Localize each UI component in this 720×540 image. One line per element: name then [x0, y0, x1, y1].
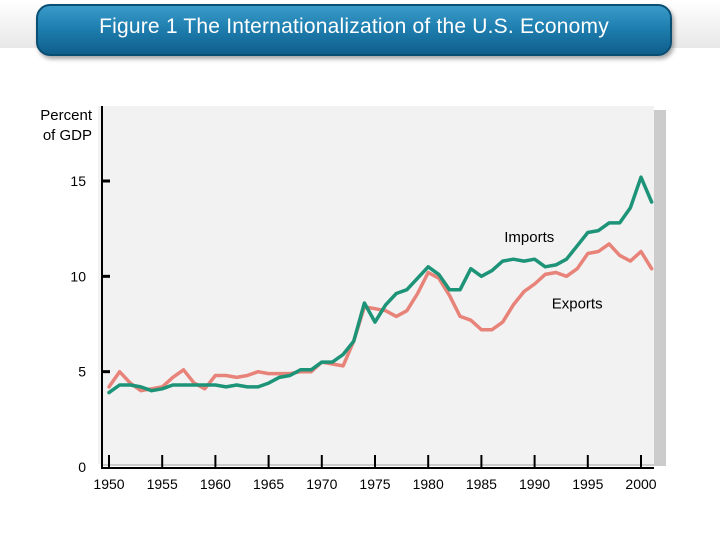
title-banner: Figure 1 The Internationalization of the… — [36, 4, 672, 56]
copyright-notice: Copyright © 2004 South-Western — [576, 519, 686, 526]
x-tick-label: 1980 — [413, 476, 444, 492]
y-tick-label: 5 — [78, 364, 86, 380]
x-tick-label: 1985 — [466, 476, 497, 492]
series-line-exports — [107, 242, 654, 393]
plot-area — [98, 106, 654, 464]
x-tick-label: 1995 — [572, 476, 603, 492]
x-tick-label: 1950 — [93, 476, 124, 492]
x-tick-label: 1955 — [147, 476, 178, 492]
y-tick-label: 10 — [70, 268, 86, 284]
page-title: Figure 1 The Internationalization of the… — [99, 15, 609, 38]
x-tick-label: 1960 — [200, 476, 231, 492]
x-tick-label: 1965 — [253, 476, 284, 492]
series-label-imports: Imports — [504, 229, 554, 246]
y-axis-label-line-2: of GDP — [42, 127, 92, 144]
y-axis-label-line-1: Percent — [40, 107, 92, 124]
series-label-exports: Exports — [552, 296, 603, 313]
x-tick-label: 2000 — [625, 476, 656, 492]
y-axis-label: Percent of GDP — [20, 106, 92, 146]
y-tick-label: 0 — [78, 459, 86, 475]
y-tick-label: 15 — [70, 173, 86, 189]
x-tick-label: 1990 — [519, 476, 550, 492]
x-tick-label: 1970 — [306, 476, 337, 492]
x-tick-label: 1975 — [359, 476, 390, 492]
series-line-imports — [107, 175, 654, 395]
